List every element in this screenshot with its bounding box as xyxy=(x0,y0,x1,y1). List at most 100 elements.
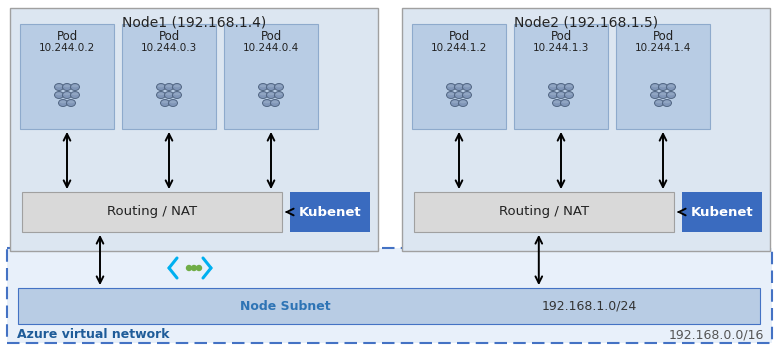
Ellipse shape xyxy=(448,84,455,87)
Ellipse shape xyxy=(165,92,172,95)
Text: Routing / NAT: Routing / NAT xyxy=(107,206,197,218)
Text: 192.168.1.0/24: 192.168.1.0/24 xyxy=(542,299,637,312)
Ellipse shape xyxy=(446,91,456,98)
Circle shape xyxy=(191,265,197,271)
Ellipse shape xyxy=(668,92,675,95)
Text: 10.244.0.2: 10.244.0.2 xyxy=(39,43,95,53)
Ellipse shape xyxy=(566,84,573,87)
Ellipse shape xyxy=(658,91,668,98)
Text: Node1 (192.168.1.4): Node1 (192.168.1.4) xyxy=(122,15,266,29)
Ellipse shape xyxy=(463,92,470,95)
Text: Azure virtual network: Azure virtual network xyxy=(17,328,169,342)
Ellipse shape xyxy=(463,91,471,98)
Circle shape xyxy=(186,265,192,271)
Ellipse shape xyxy=(558,92,565,95)
Ellipse shape xyxy=(562,101,569,103)
Ellipse shape xyxy=(275,84,282,87)
Circle shape xyxy=(196,265,202,271)
Ellipse shape xyxy=(260,92,267,95)
Ellipse shape xyxy=(463,83,471,90)
Text: Node Subnet: Node Subnet xyxy=(239,299,331,312)
Ellipse shape xyxy=(660,84,666,87)
Text: Routing / NAT: Routing / NAT xyxy=(499,206,589,218)
Text: Pod: Pod xyxy=(56,30,78,44)
Ellipse shape xyxy=(59,101,66,103)
Bar xyxy=(616,24,710,129)
Ellipse shape xyxy=(55,83,63,90)
Text: Kubenet: Kubenet xyxy=(299,206,361,218)
Bar xyxy=(414,192,674,232)
Ellipse shape xyxy=(55,84,62,87)
Ellipse shape xyxy=(168,99,178,106)
Ellipse shape xyxy=(459,99,467,106)
Text: 10.244.1.4: 10.244.1.4 xyxy=(635,43,691,53)
Ellipse shape xyxy=(654,99,664,106)
Ellipse shape xyxy=(263,99,271,106)
Ellipse shape xyxy=(172,91,182,98)
Ellipse shape xyxy=(463,84,470,87)
Bar xyxy=(514,24,608,129)
Ellipse shape xyxy=(62,91,72,98)
Ellipse shape xyxy=(158,92,165,95)
Ellipse shape xyxy=(258,91,268,98)
Ellipse shape xyxy=(264,101,271,103)
Ellipse shape xyxy=(158,84,165,87)
Ellipse shape xyxy=(55,91,63,98)
Text: Kubenet: Kubenet xyxy=(690,206,753,218)
Ellipse shape xyxy=(64,92,70,95)
Ellipse shape xyxy=(66,99,76,106)
Text: Pod: Pod xyxy=(652,30,674,44)
Bar xyxy=(402,8,770,251)
Ellipse shape xyxy=(459,101,466,103)
Ellipse shape xyxy=(268,92,275,95)
Ellipse shape xyxy=(556,83,566,90)
Ellipse shape xyxy=(664,101,670,103)
Ellipse shape xyxy=(565,83,573,90)
Ellipse shape xyxy=(165,83,173,90)
Text: 10.244.0.3: 10.244.0.3 xyxy=(141,43,197,53)
Ellipse shape xyxy=(455,91,463,98)
Bar xyxy=(10,8,378,251)
Ellipse shape xyxy=(275,91,283,98)
Bar xyxy=(22,192,282,232)
Text: Node2 (192.168.1.5): Node2 (192.168.1.5) xyxy=(514,15,658,29)
Ellipse shape xyxy=(651,91,660,98)
Ellipse shape xyxy=(165,84,172,87)
Bar xyxy=(682,192,762,232)
Ellipse shape xyxy=(172,83,182,90)
Ellipse shape xyxy=(72,84,78,87)
Ellipse shape xyxy=(451,99,459,106)
Ellipse shape xyxy=(157,83,165,90)
Ellipse shape xyxy=(448,92,455,95)
Text: 10.244.1.3: 10.244.1.3 xyxy=(533,43,589,53)
Ellipse shape xyxy=(566,92,573,95)
Text: Pod: Pod xyxy=(551,30,572,44)
Ellipse shape xyxy=(62,83,72,90)
Ellipse shape xyxy=(174,92,180,95)
Ellipse shape xyxy=(668,84,675,87)
Ellipse shape xyxy=(271,99,279,106)
Ellipse shape xyxy=(446,83,456,90)
Ellipse shape xyxy=(554,101,560,103)
Ellipse shape xyxy=(660,92,666,95)
Ellipse shape xyxy=(157,91,165,98)
Ellipse shape xyxy=(565,91,573,98)
Ellipse shape xyxy=(161,99,169,106)
Ellipse shape xyxy=(260,84,267,87)
Ellipse shape xyxy=(70,83,80,90)
Ellipse shape xyxy=(267,83,275,90)
Text: 10.244.1.2: 10.244.1.2 xyxy=(431,43,488,53)
Bar xyxy=(20,24,114,129)
Ellipse shape xyxy=(455,83,463,90)
Bar xyxy=(290,192,370,232)
Ellipse shape xyxy=(548,83,558,90)
Ellipse shape xyxy=(651,83,660,90)
Ellipse shape xyxy=(561,99,569,106)
Ellipse shape xyxy=(456,84,463,87)
Bar xyxy=(7,248,772,343)
Text: 10.244.0.4: 10.244.0.4 xyxy=(243,43,299,53)
Ellipse shape xyxy=(268,84,275,87)
Text: Pod: Pod xyxy=(448,30,470,44)
Ellipse shape xyxy=(452,101,459,103)
Ellipse shape xyxy=(656,101,662,103)
